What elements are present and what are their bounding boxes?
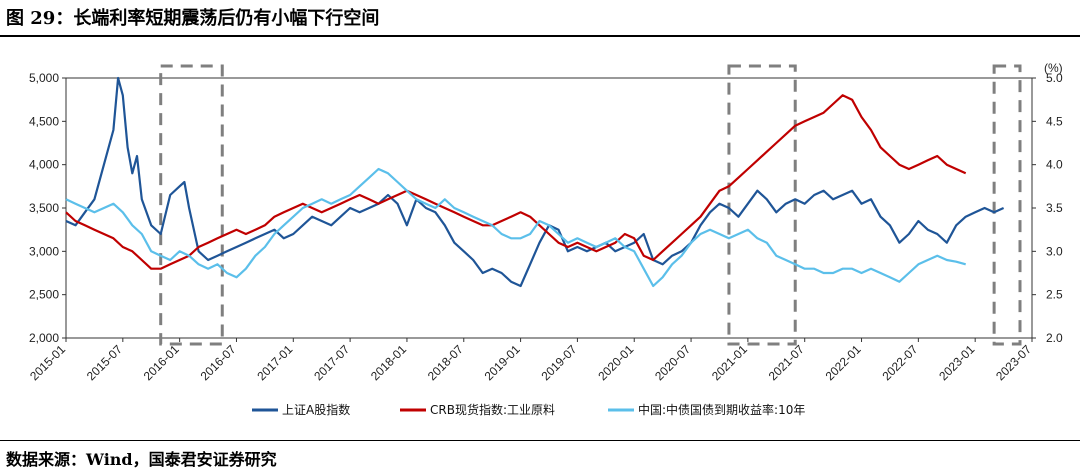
right-axis-unit: (%) (1044, 61, 1063, 75)
chart-title: 图 29：长端利率短期震荡后仍有小幅下行空间 (6, 8, 380, 29)
x-tick-label: 2019-07 (538, 342, 579, 383)
highlight-boxes (159, 64, 1022, 346)
left-tick-label: 2,000 (29, 331, 59, 345)
legend-label-1: 上证A股指数 (282, 402, 350, 417)
right-axis: 2.0 2.5 3.0 3.5 4.0 4.5 5.0(%) (1032, 61, 1063, 345)
x-tick-label: 2023-07 (993, 342, 1034, 383)
x-tick-label: 2018-07 (425, 342, 466, 383)
x-tick-label: 2020-01 (595, 342, 636, 383)
left-tick-label: 3,000 (29, 244, 59, 258)
title-rule (0, 35, 1080, 37)
right-tick-label: 4.5 (1046, 114, 1063, 128)
left-tick-label: 5,000 (29, 71, 59, 85)
right-tick-label: 4.0 (1046, 158, 1063, 172)
x-tick-label: 2017-01 (254, 342, 295, 383)
x-tick-label: 2015-01 (27, 342, 68, 383)
legend-label-2: CRB现货指数:工业原料 (430, 402, 555, 417)
right-tick-label: 2.5 (1046, 288, 1063, 302)
right-tick-label: 3.5 (1046, 201, 1063, 215)
x-tick-label: 2021-01 (709, 342, 750, 383)
x-tick-label: 2017-07 (311, 342, 352, 383)
x-tick-label: 2021-07 (766, 342, 807, 383)
highlight-box-3 (992, 64, 1022, 346)
left-tick-label: 3,500 (29, 201, 59, 215)
x-tick-label: 2022-01 (823, 342, 864, 383)
left-axis: 2,000 2,500 3,000 3,500 4,000 4,500 5,000 (29, 71, 66, 345)
series-line-2 (65, 94, 967, 270)
x-tick-label: 2018-01 (368, 342, 409, 383)
highlight-box-2 (727, 64, 797, 346)
series-layer (65, 76, 1005, 288)
series-line-1 (65, 76, 1005, 288)
left-tick-label: 4,500 (29, 114, 59, 128)
left-tick-label: 4,000 (29, 158, 59, 172)
x-tick-label: 2023-01 (936, 342, 977, 383)
x-tick-label: 2020-07 (652, 342, 693, 383)
highlight-box-1 (159, 64, 224, 346)
plot-border (65, 77, 1033, 339)
source-rule (0, 440, 1080, 441)
x-tick-label: 2016-01 (141, 342, 182, 383)
x-tick-label: 2015-07 (84, 342, 125, 383)
right-tick-label: 5.0 (1046, 71, 1063, 85)
x-tick-label: 2019-01 (482, 342, 523, 383)
right-tick-label: 3.0 (1046, 244, 1063, 258)
data-source: 数据来源：Wind，国泰君安证券研究 (6, 450, 277, 469)
series-line-3 (65, 167, 966, 288)
x-tick-label: 2016-07 (198, 342, 239, 383)
legend-label-3: 中国:中债国债到期收益率:10年 (638, 402, 805, 417)
x-tick-label: 2022-07 (879, 342, 920, 383)
legend: 上证A股指数 CRB现货指数:工业原料 中国:中债国债到期收益率:10年 (252, 402, 805, 417)
plot-frame (65, 77, 1033, 339)
right-tick-label: 2.0 (1046, 331, 1063, 345)
left-tick-label: 2,500 (29, 288, 59, 302)
